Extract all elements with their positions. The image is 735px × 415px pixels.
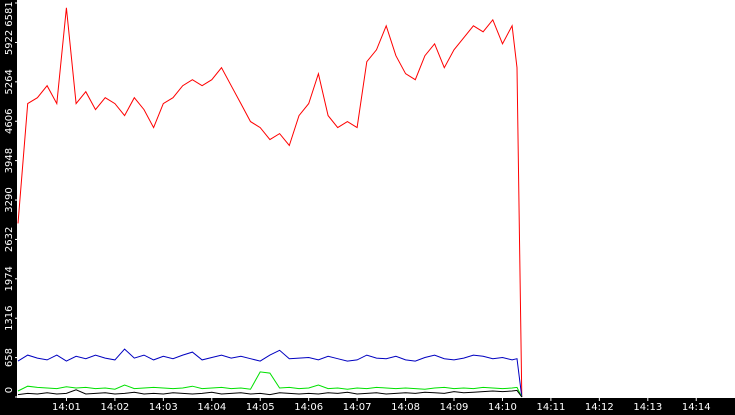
x-tick-label: 14:13 xyxy=(633,402,662,413)
x-tick-label: 14:14 xyxy=(682,402,711,413)
y-tick-label: 658 xyxy=(4,348,15,367)
y-tick-label: 3290 xyxy=(4,187,15,212)
x-tick-label: 14:02 xyxy=(100,402,129,413)
x-tick-label: 14:09 xyxy=(440,402,469,413)
x-tick-label: 14:12 xyxy=(585,402,614,413)
x-tick-label: 14:05 xyxy=(246,402,275,413)
x-tick-label: 14:10 xyxy=(488,402,517,413)
series-line xyxy=(17,7,523,398)
x-tick-label: 14:04 xyxy=(197,402,226,413)
y-tick-label: 4606 xyxy=(4,109,15,134)
y-tick-label: 1974 xyxy=(4,266,15,291)
y-tick-label: 5922 xyxy=(4,30,15,55)
series-line xyxy=(17,348,523,398)
x-tick-label: 14:06 xyxy=(294,402,323,413)
y-tick-label: 5264 xyxy=(4,69,15,94)
y-tick-label: 0 xyxy=(4,387,15,393)
x-tick-label: 14:01 xyxy=(52,402,81,413)
x-tick-label: 14:08 xyxy=(391,402,420,413)
x-tick-label: 14:11 xyxy=(536,402,565,413)
y-tick-label: 2632 xyxy=(4,227,15,252)
y-tick-label: 3948 xyxy=(4,148,15,173)
x-axis-strip xyxy=(0,398,735,415)
y-tick-label: 6581 xyxy=(4,1,15,26)
y-axis-strip xyxy=(0,0,17,415)
series-line xyxy=(17,389,523,398)
x-tick-label: 14:07 xyxy=(343,402,372,413)
x-tick-label: 14:03 xyxy=(149,402,178,413)
y-tick-label: 1316 xyxy=(4,305,15,330)
series-line xyxy=(17,371,523,398)
